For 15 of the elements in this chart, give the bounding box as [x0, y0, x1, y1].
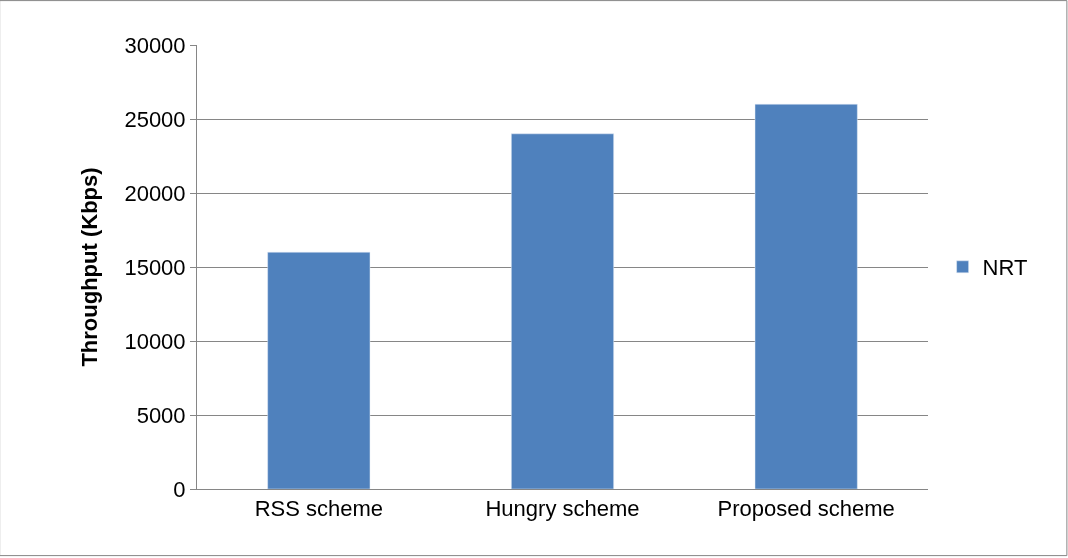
bar	[754, 103, 858, 489]
y-tick-label: 15000	[124, 254, 186, 280]
x-tick-label: Hungry scheme	[485, 496, 640, 522]
x-tick-label: Proposed scheme	[717, 496, 895, 522]
y-axis-title: Throughput (Kbps)	[77, 167, 103, 367]
x-tick-label: RSS scheme	[254, 496, 384, 522]
y-tick-label: 20000	[124, 180, 186, 206]
y-tick-label: 30000	[124, 32, 186, 58]
y-tick-label: 25000	[124, 106, 186, 132]
y-tick-label: 0	[173, 476, 186, 502]
y-tick-label: 5000	[136, 402, 186, 428]
bar	[511, 133, 614, 489]
bar	[267, 251, 371, 489]
legend-label: NRT	[982, 255, 1028, 281]
y-tick-label: 10000	[124, 328, 186, 354]
